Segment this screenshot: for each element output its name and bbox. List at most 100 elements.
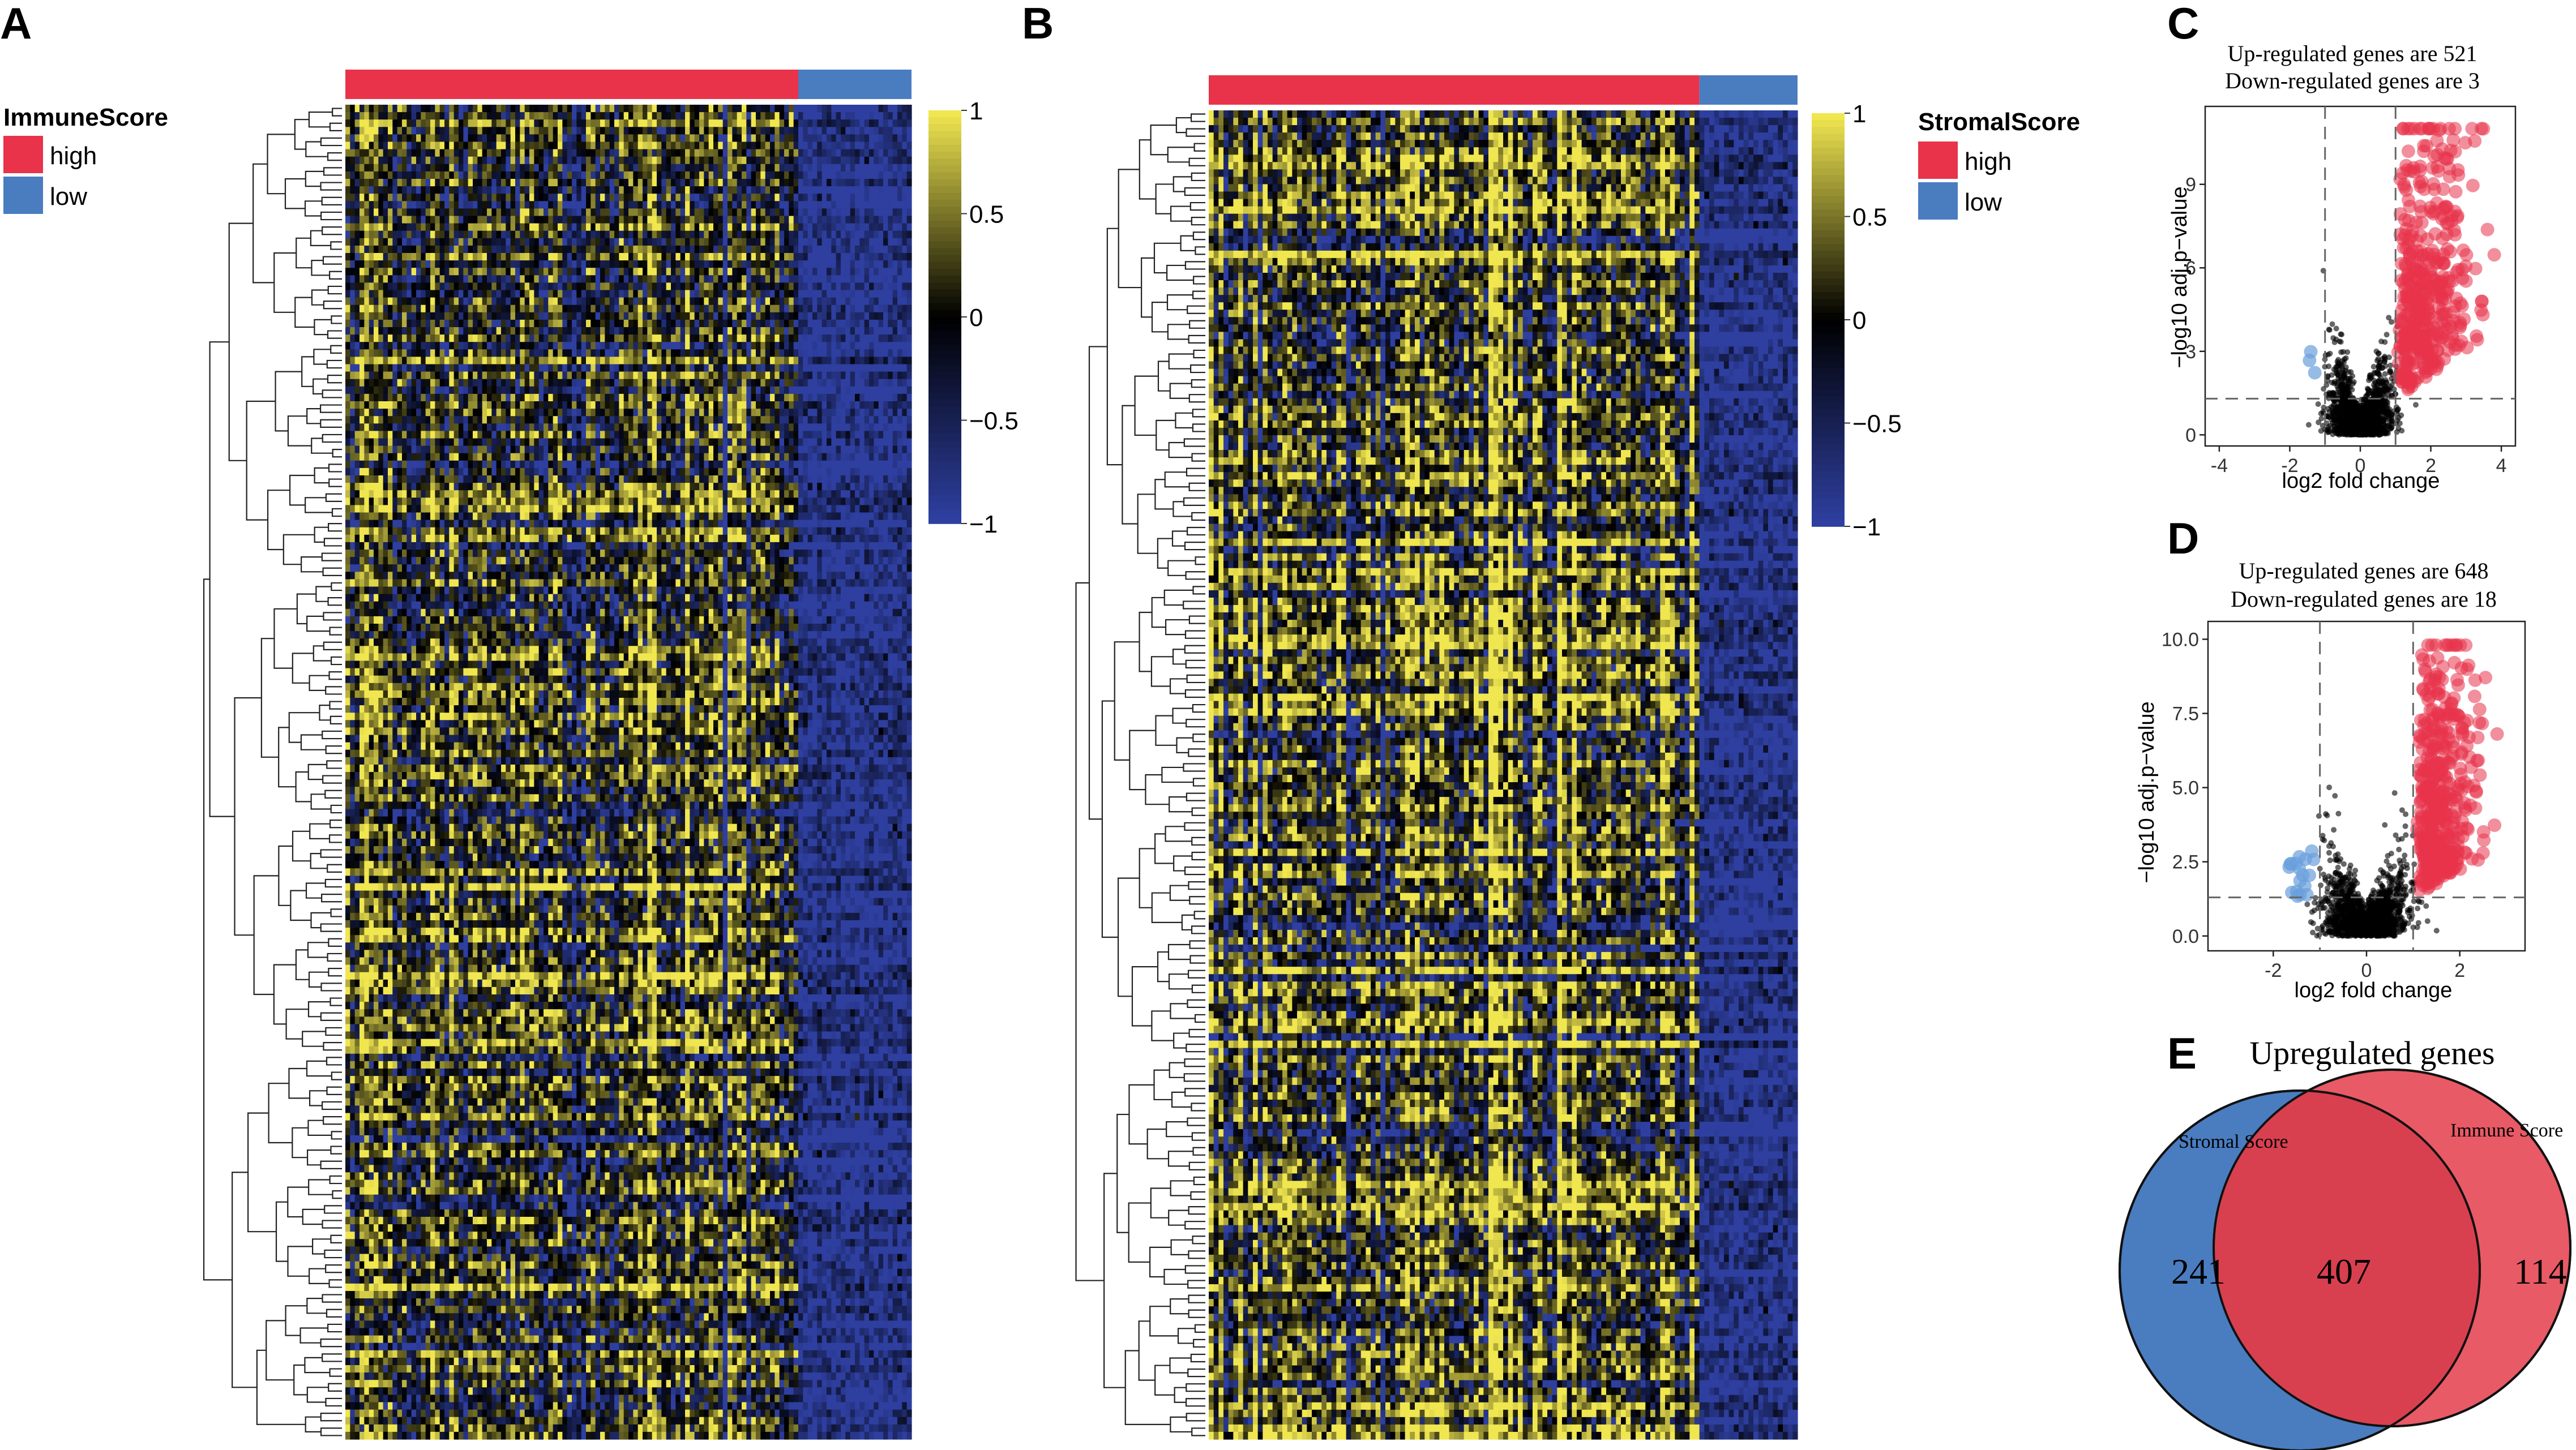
heatmap-cell bbox=[647, 216, 652, 224]
heatmap-cell bbox=[345, 238, 350, 246]
heatmap-cell bbox=[610, 268, 615, 276]
heatmap-cell bbox=[850, 290, 855, 298]
heatmap-cell bbox=[430, 253, 435, 261]
heatmap-cell bbox=[756, 238, 761, 246]
heatmap-cell bbox=[596, 208, 601, 216]
heatmap-cell bbox=[675, 282, 681, 290]
heatmap-cell bbox=[558, 260, 563, 268]
heatmap-cell bbox=[421, 127, 426, 135]
heatmap-cell bbox=[638, 208, 643, 216]
heatmap-cell bbox=[558, 298, 563, 306]
heatmap-cell bbox=[643, 298, 648, 306]
heatmap-cell bbox=[383, 186, 388, 194]
heatmap-cell bbox=[822, 186, 827, 194]
heatmap-cell bbox=[392, 290, 397, 298]
heatmap-cell bbox=[822, 208, 827, 216]
heatmap-cell bbox=[661, 268, 666, 276]
heatmap-cell bbox=[822, 134, 827, 142]
heatmap-cell bbox=[756, 231, 761, 239]
heatmap-cell bbox=[907, 282, 912, 290]
heatmap-cell bbox=[902, 298, 907, 306]
heatmap-cell bbox=[746, 298, 751, 306]
heatmap-cell bbox=[798, 105, 803, 113]
heatmap-cell bbox=[907, 224, 912, 231]
heatmap-cell bbox=[893, 238, 898, 246]
heatmap-cell bbox=[855, 224, 860, 231]
heatmap-cell bbox=[619, 216, 624, 224]
heatmap-cell bbox=[430, 149, 435, 157]
heatmap-cell bbox=[784, 260, 789, 268]
heatmap-cell bbox=[770, 186, 775, 194]
heatmap-cell bbox=[463, 186, 468, 194]
heatmap-cell bbox=[477, 275, 482, 283]
heatmap-cell bbox=[774, 216, 780, 224]
heatmap-cell bbox=[614, 164, 619, 172]
heatmap-cell bbox=[865, 201, 870, 209]
heatmap-cell bbox=[874, 112, 879, 120]
heatmap-cell bbox=[426, 282, 431, 290]
heatmap-cell bbox=[756, 149, 761, 157]
heatmap-cell bbox=[827, 149, 832, 157]
heatmap-cell bbox=[416, 149, 421, 157]
heatmap-cell bbox=[859, 179, 865, 187]
heatmap-cell bbox=[406, 216, 412, 224]
heatmap-cell bbox=[525, 157, 530, 165]
heatmap-cell bbox=[675, 231, 681, 239]
heatmap-cell bbox=[369, 142, 374, 150]
heatmap-cell bbox=[355, 119, 360, 127]
heatmap-cell bbox=[600, 216, 605, 224]
heatmap-cell bbox=[473, 127, 478, 135]
heatmap-cell bbox=[548, 105, 553, 113]
heatmap-cell bbox=[624, 194, 629, 201]
heatmap-cell bbox=[859, 194, 865, 201]
heatmap-cell bbox=[883, 246, 888, 254]
heatmap-cell bbox=[600, 142, 605, 150]
heatmap-cell bbox=[392, 275, 397, 283]
heatmap-cell bbox=[746, 246, 751, 254]
heatmap-cell bbox=[350, 298, 355, 306]
heatmap-cell bbox=[774, 298, 780, 306]
heatmap-cell bbox=[567, 105, 572, 113]
heatmap-cell bbox=[798, 231, 803, 239]
dendrogram-branch bbox=[328, 153, 342, 160]
heatmap-cell bbox=[817, 157, 822, 165]
heatmap-cell bbox=[364, 157, 369, 165]
heatmap-cell bbox=[590, 290, 596, 298]
heatmap-cell bbox=[865, 246, 870, 254]
heatmap-cell bbox=[798, 253, 803, 261]
heatmap-cell bbox=[647, 238, 652, 246]
heatmap-cell bbox=[444, 208, 450, 216]
heatmap-cell bbox=[907, 231, 912, 239]
heatmap-cell bbox=[879, 194, 884, 201]
heatmap-cell bbox=[610, 224, 615, 231]
heatmap-cell bbox=[865, 208, 870, 216]
heatmap-cell bbox=[652, 142, 657, 150]
heatmap-cell bbox=[671, 127, 676, 135]
heatmap-cell bbox=[827, 127, 832, 135]
heatmap-cell bbox=[548, 246, 553, 254]
heatmap-cell bbox=[690, 142, 695, 150]
heatmap-cell bbox=[497, 260, 502, 268]
heatmap-cell bbox=[845, 224, 850, 231]
heatmap-cell bbox=[760, 201, 765, 209]
heatmap-cell bbox=[520, 127, 525, 135]
heatmap-cell bbox=[681, 275, 686, 283]
heatmap-cell bbox=[883, 298, 888, 306]
heatmap-cell bbox=[831, 201, 836, 209]
heatmap-cell bbox=[671, 290, 676, 298]
heatmap-cell bbox=[374, 201, 379, 209]
heatmap-cell bbox=[548, 164, 553, 172]
heatmap-cell bbox=[596, 164, 601, 172]
heatmap-cell bbox=[728, 216, 733, 224]
heatmap-cell bbox=[695, 119, 700, 127]
heatmap-cell bbox=[614, 127, 619, 135]
heatmap-cell bbox=[690, 194, 695, 201]
heatmap-cell bbox=[392, 119, 397, 127]
heatmap-cell bbox=[435, 171, 440, 179]
heatmap-cell bbox=[907, 149, 912, 157]
heatmap-cell bbox=[596, 127, 601, 135]
heatmap-cell bbox=[751, 164, 756, 172]
heatmap-cell bbox=[459, 186, 464, 194]
heatmap-cell bbox=[822, 119, 827, 127]
heatmap-cell bbox=[827, 268, 832, 276]
